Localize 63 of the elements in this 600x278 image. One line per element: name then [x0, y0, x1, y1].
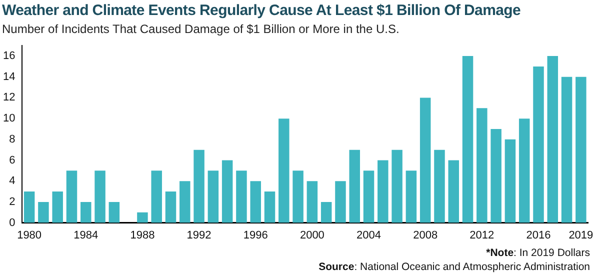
bar	[236, 170, 247, 223]
bar	[448, 160, 460, 223]
bar	[264, 192, 276, 223]
x-tick-label: 2016	[526, 229, 551, 242]
y-tick-label: 14	[2, 70, 16, 83]
bar	[561, 76, 572, 223]
bar	[335, 181, 346, 223]
bar	[137, 212, 148, 223]
x-tick-label: 2012	[470, 229, 494, 242]
bar	[476, 108, 488, 223]
bar	[80, 202, 92, 223]
bar	[208, 170, 219, 223]
bar	[363, 170, 374, 223]
bar	[349, 150, 360, 223]
x-tick-label: 1996	[243, 229, 268, 242]
bar	[292, 170, 304, 223]
bar	[518, 118, 530, 223]
bar	[462, 56, 474, 223]
x-tick-label: 1988	[130, 229, 155, 242]
bar	[194, 150, 204, 223]
bar	[278, 118, 290, 223]
bar	[490, 128, 502, 223]
bar	[222, 160, 233, 223]
bar	[151, 170, 162, 223]
bar	[406, 170, 417, 223]
bar	[38, 202, 49, 223]
bar	[52, 192, 63, 223]
chart-title: Weather and Climate Events Regularly Cause At Least $1 Billion Of Damage	[2, 2, 521, 19]
y-tick-label: 8	[9, 133, 16, 146]
x-tick-label: 2019	[568, 229, 594, 242]
y-tick-label: 4	[9, 175, 16, 188]
bar	[94, 170, 106, 223]
bar	[533, 66, 544, 223]
bar	[180, 181, 190, 223]
bar	[378, 160, 388, 223]
bar	[306, 181, 318, 223]
x-tick-label: 1992	[186, 229, 212, 242]
bar	[504, 139, 516, 223]
bar	[547, 56, 558, 223]
x-tick-label: 1984	[74, 229, 98, 242]
y-tick-label: 12	[2, 92, 16, 104]
source-note: Source: National Oceanic and Atmospheric Administration	[318, 260, 590, 274]
x-tick-label: 2000	[300, 229, 324, 242]
bar	[165, 192, 176, 223]
bar	[576, 76, 586, 223]
bar	[66, 170, 78, 223]
bar	[420, 98, 431, 223]
bar	[392, 150, 402, 223]
text: *Note: In 2019 Dollars	[485, 246, 590, 260]
bar	[250, 181, 261, 223]
bar	[434, 150, 445, 223]
y-tick-label: 16	[2, 50, 16, 62]
y-tick-label: 10	[2, 112, 16, 125]
y-tick-label: 6	[9, 154, 16, 166]
chart-subtitle: Number of Incidents That Caused Damage of $1 Billion or More in the U.S.	[2, 22, 400, 36]
bar	[108, 202, 120, 223]
bar	[24, 192, 35, 223]
bar	[320, 202, 332, 223]
x-tick-label: 2008	[413, 229, 438, 242]
x-tick-label: 2004	[356, 229, 382, 242]
y-tick-label: 2	[9, 196, 16, 208]
x-tick-label: 1980	[17, 229, 42, 242]
y-tick-label: 0	[9, 216, 16, 229]
